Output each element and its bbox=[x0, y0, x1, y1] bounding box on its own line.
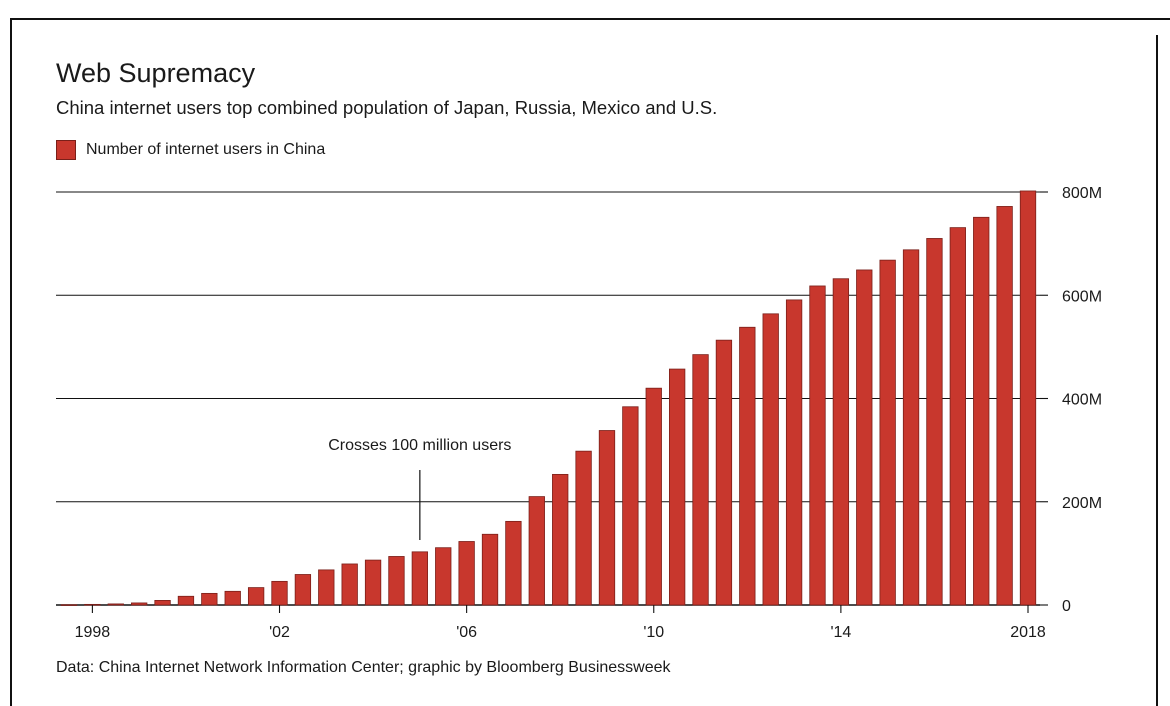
bar-31 bbox=[785, 299, 803, 606]
bar-38 bbox=[949, 227, 966, 606]
bar-15 bbox=[411, 551, 429, 606]
bar-16 bbox=[435, 547, 452, 606]
bar-33 bbox=[832, 278, 850, 606]
bar-5 bbox=[177, 595, 195, 606]
bar-10 bbox=[294, 574, 312, 606]
bar-19 bbox=[505, 520, 522, 606]
bar-23 bbox=[598, 430, 616, 606]
bar-25 bbox=[645, 387, 662, 606]
bar-11 bbox=[318, 569, 335, 606]
bar-6 bbox=[201, 592, 218, 606]
x-tick-label-5: 2018 bbox=[1010, 624, 1046, 641]
y-tick-label-4: 800M bbox=[1062, 185, 1102, 202]
source-note: Data: China Internet Network Information… bbox=[56, 659, 671, 676]
bar-9 bbox=[271, 580, 288, 606]
bar-4 bbox=[154, 600, 171, 606]
bar-35 bbox=[879, 259, 896, 606]
bar-40 bbox=[996, 206, 1013, 606]
chart-title: Web Supremacy bbox=[56, 58, 256, 88]
bar-39 bbox=[973, 216, 990, 606]
bar-30 bbox=[762, 313, 779, 606]
legend: Number of internet users in China bbox=[56, 140, 325, 160]
annotation: Crosses 100 million users bbox=[328, 437, 511, 540]
chart-subtitle: China internet users top combined popula… bbox=[56, 97, 718, 118]
x-tick-label-4: '14 bbox=[830, 624, 851, 641]
bar-28 bbox=[715, 339, 733, 606]
bar-0 bbox=[60, 604, 78, 606]
bar-32 bbox=[809, 285, 826, 606]
bar-3 bbox=[131, 602, 148, 606]
bar-41 bbox=[1019, 190, 1037, 606]
bar-36 bbox=[902, 249, 920, 606]
y-tick-label-1: 200M bbox=[1062, 495, 1102, 512]
axes: 0 200M 400M 600M 800M 1998 '02 '06 '10 '14 2018 bbox=[75, 185, 1102, 641]
bar-37 bbox=[926, 238, 943, 606]
bar-29 bbox=[739, 326, 756, 606]
y-tick-label-2: 400M bbox=[1062, 392, 1102, 409]
grid-lines bbox=[56, 191, 1040, 606]
frame-left-border bbox=[10, 18, 12, 706]
legend-swatch bbox=[56, 140, 76, 160]
bars bbox=[60, 190, 1037, 606]
bar-17 bbox=[458, 541, 475, 606]
x-tick-label-3: '10 bbox=[643, 624, 664, 641]
bar-8 bbox=[247, 587, 265, 606]
bar-21 bbox=[552, 473, 569, 606]
bar-22 bbox=[575, 450, 592, 606]
bar-27 bbox=[692, 354, 709, 606]
frame-right-border bbox=[1156, 35, 1158, 706]
x-tick-label-2: '06 bbox=[456, 624, 477, 641]
bar-12 bbox=[341, 563, 358, 606]
bar-24 bbox=[622, 406, 639, 606]
bar-2 bbox=[107, 603, 124, 606]
x-tick-label-1: '02 bbox=[269, 624, 290, 641]
bar-7 bbox=[224, 590, 241, 606]
y-tick-label-3: 600M bbox=[1062, 288, 1102, 305]
annotation-label: Crosses 100 million users bbox=[328, 437, 511, 454]
bar-20 bbox=[528, 496, 545, 606]
bar-26 bbox=[669, 368, 686, 606]
x-tick-label-0: 1998 bbox=[75, 624, 111, 641]
bar-14 bbox=[388, 556, 405, 606]
bar-34 bbox=[856, 269, 873, 606]
bar-13 bbox=[364, 559, 382, 606]
legend-label: Number of internet users in China bbox=[86, 141, 326, 158]
y-tick-label-0: 0 bbox=[1062, 598, 1071, 615]
bar-18 bbox=[481, 533, 499, 606]
frame-top-border bbox=[10, 18, 1170, 20]
